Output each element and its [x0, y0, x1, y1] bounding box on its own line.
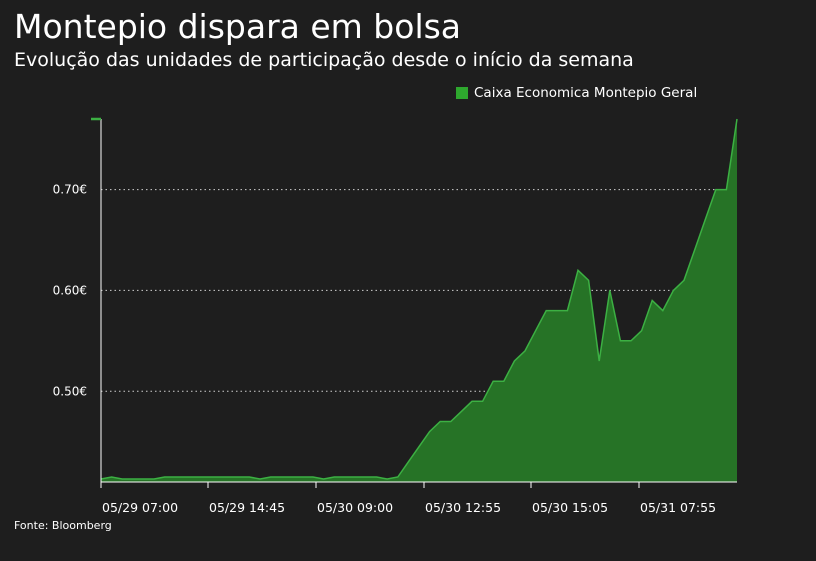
y-tick-label: 0.70€: [53, 183, 87, 197]
legend-label: Caixa Economica Montepio Geral: [474, 85, 698, 101]
x-tick-label: 05/29 07:00: [102, 500, 178, 515]
x-tick-label: 05/31 07:55: [640, 500, 716, 515]
source-note: Fonte: Bloomberg: [14, 519, 112, 532]
y-tick-label: 0.50€: [53, 384, 87, 398]
x-tick-label: 05/30 15:05: [532, 500, 608, 515]
chart-subtitle: Evolução das unidades de participação de…: [14, 49, 634, 71]
x-tick-label: 05/30 09:00: [317, 500, 393, 515]
series-line: [100, 118, 738, 480]
legend: Caixa Economica Montepio Geral: [456, 85, 697, 101]
series-area: [101, 119, 737, 482]
y-tick-label: 0.60€: [53, 283, 87, 297]
x-tick-label: 05/30 12:55: [425, 500, 501, 515]
legend-swatch: [456, 87, 468, 99]
chart-title: Montepio dispara em bolsa: [14, 7, 462, 46]
x-tick-label: 05/29 14:45: [209, 500, 285, 515]
